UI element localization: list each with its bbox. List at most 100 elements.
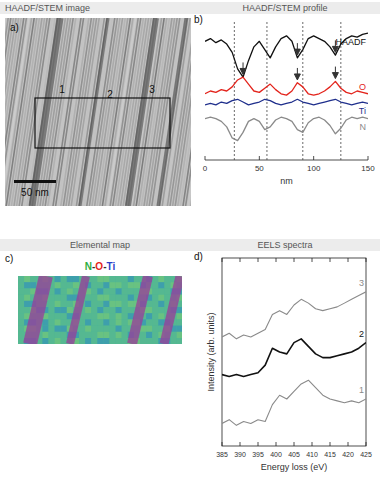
map-pixel [103,288,109,294]
marker-label: 1 [59,84,65,95]
map-pixel [18,338,24,344]
x-tick-label: 50 [255,164,264,173]
map-pixel [140,332,146,338]
map-pixel [116,326,122,332]
map-pixel [146,326,152,332]
scale-bar-label: 50 nm [21,187,49,198]
map-pixel [55,313,61,319]
image-c [18,276,182,344]
image-streak [191,18,192,206]
map-pixel [49,307,55,313]
map-pixel [24,301,30,307]
map-pixel [116,338,122,344]
header-band [0,239,190,251]
map-pixel [152,326,158,332]
header-band [190,239,380,251]
map-pixel [152,276,158,282]
map-pixel [24,307,30,313]
map-pixel [97,276,103,282]
marker-label: 3 [149,84,155,95]
header-band [190,2,380,14]
map-pixel [67,288,73,294]
series-line [205,77,368,95]
map-pixel [24,282,30,288]
map-pixel [91,295,97,301]
map-pixel [18,276,24,282]
map-pixel [91,288,97,294]
series-label: 1 [359,385,364,395]
map-pixel [110,326,116,332]
map-pixel [128,307,134,313]
x-tick [330,442,331,446]
map-pixel [110,332,116,338]
map-pixel [103,326,109,332]
map-pixel [110,307,116,313]
x-tick [276,442,277,446]
series-line [205,99,368,105]
map-pixel [110,313,116,319]
map-stripe [70,276,86,344]
map-pixel [110,276,116,282]
image-dark-band [158,18,186,206]
y-axis-label: Intensity (arb. units) [206,312,216,391]
map-pixel [55,326,61,332]
map-pixel [18,282,24,288]
map-pixel [91,276,97,282]
map-pixel [85,307,91,313]
panel-label: d) [194,251,203,262]
map-pixel [73,282,79,288]
map-pixel [177,332,182,338]
map-pixel [152,332,158,338]
map-pixel [79,319,85,325]
map-pixel [73,276,79,282]
map-pixel [116,332,122,338]
map-pixel [91,332,97,338]
map-pixel [79,332,85,338]
map-pixel [158,319,164,325]
map-pixel [158,313,164,319]
arrow [294,43,300,55]
map-stripe [30,276,46,344]
map-pixel [128,295,134,301]
x-axis [205,160,368,161]
image-bg [5,18,191,206]
map-pixel [134,282,140,288]
x-tick [205,156,206,160]
map-pixel [61,338,67,344]
map-pixel [42,319,48,325]
map-pixel [85,313,91,319]
series-line [222,292,366,339]
map-pixel [158,295,164,301]
map-bg [18,276,182,344]
x-tick [258,442,259,446]
arrow [294,68,300,80]
map-pixel [30,276,36,282]
map-pixel [110,301,116,307]
map-pixel [49,326,55,332]
map-pixel [18,319,24,325]
map-pixel [128,276,134,282]
map-pixel [55,319,61,325]
map-pixel [158,276,164,282]
map-pixel [85,295,91,301]
map-pixel [18,332,24,338]
map-pixel [110,338,116,344]
map-pixel [103,313,109,319]
series-label: N [360,122,367,132]
map-pixel [140,338,146,344]
x-tick [312,442,313,446]
map-pixel [97,313,103,319]
panel-title: EELS spectra [257,240,312,250]
map-pixel [171,332,177,338]
map-pixel [97,301,103,307]
map-pixel [85,326,91,332]
map-pixel [55,295,61,301]
map-pixel [110,319,116,325]
image-dark-band [80,18,108,206]
x-tick-label: 415 [324,451,336,458]
map-pixel [122,301,128,307]
map-pixel [55,338,61,344]
marker-label: 2 [107,89,113,100]
map-pixel [164,282,170,288]
map-pixel [85,319,91,325]
